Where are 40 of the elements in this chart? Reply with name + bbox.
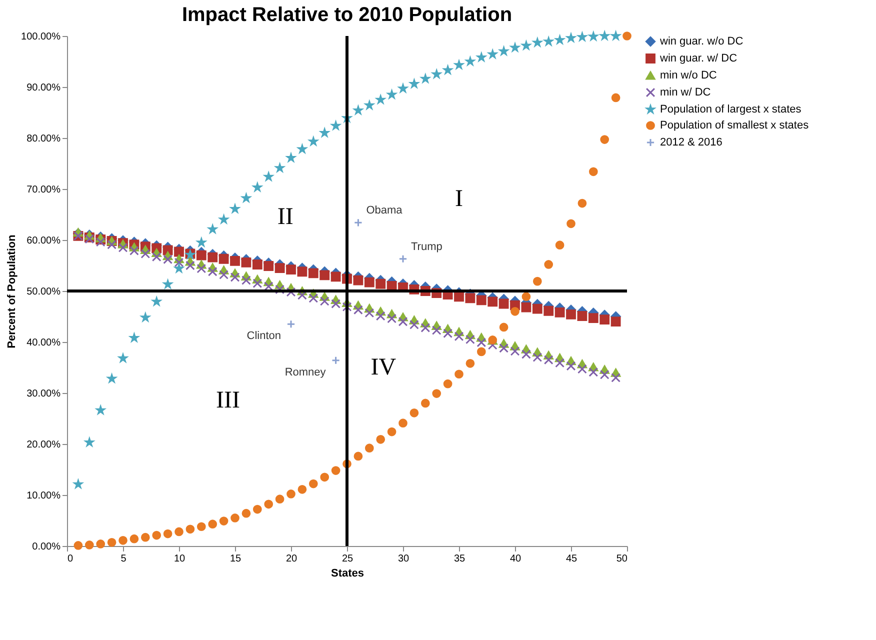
x-tick-label: 40 [510,554,522,564]
legend-label: Population of smallest x states [660,120,810,132]
x-tick-label: 30 [398,554,410,564]
x-tick-label: 35 [454,554,466,564]
y-tick-label: 40.00% [26,338,61,348]
legend-label: min w/o DC [660,70,717,82]
x-tick-label: 45 [566,554,578,564]
y-tick-label: 60.00% [26,236,61,246]
x-tick-label: 20 [286,554,298,564]
legend-label: 2012 & 2016 [660,136,722,148]
annotation: IV [370,354,397,380]
x-axis-title: States [330,568,364,580]
annotation: Romney [284,366,326,378]
y-tick-label: 20.00% [26,440,61,450]
y-tick-label: 50.00% [26,286,61,298]
legend-label: Population of largest x states [660,104,802,116]
x-tick-label: 5 [120,554,127,564]
y-tick-label: 70.00% [26,184,61,196]
legend-label: win guar. w/ DC [659,52,738,64]
y-tick-label: 30.00% [26,388,61,400]
annotation: Trump [411,240,442,253]
annotation: II [277,204,294,230]
y-tick-label: 80.00% [26,134,61,144]
annotation: III [216,388,240,414]
legend-label: min w/ DC [660,86,711,98]
x-tick-label: 15 [230,554,242,564]
y-tick-label: 10.00% [26,490,61,502]
y-tick-label: 100.00% [21,32,61,42]
annotation: I [455,186,463,212]
y-tick-label: 0.00% [32,542,61,552]
chart-title: Impact Relative to 2010 Population [182,4,512,26]
legend-label: win guar. w/o DC [659,36,744,48]
x-tick-label: 50 [616,554,628,564]
x-tick-label: 10 [174,554,186,564]
annotation: Clinton [246,330,281,342]
x-tick-label: 0 [68,554,74,564]
y-axis-title: Percent of Population [6,234,18,348]
annotation: Obama [366,204,404,217]
x-tick-label: 25 [342,554,354,564]
y-tick-label: 90.00% [26,82,61,94]
